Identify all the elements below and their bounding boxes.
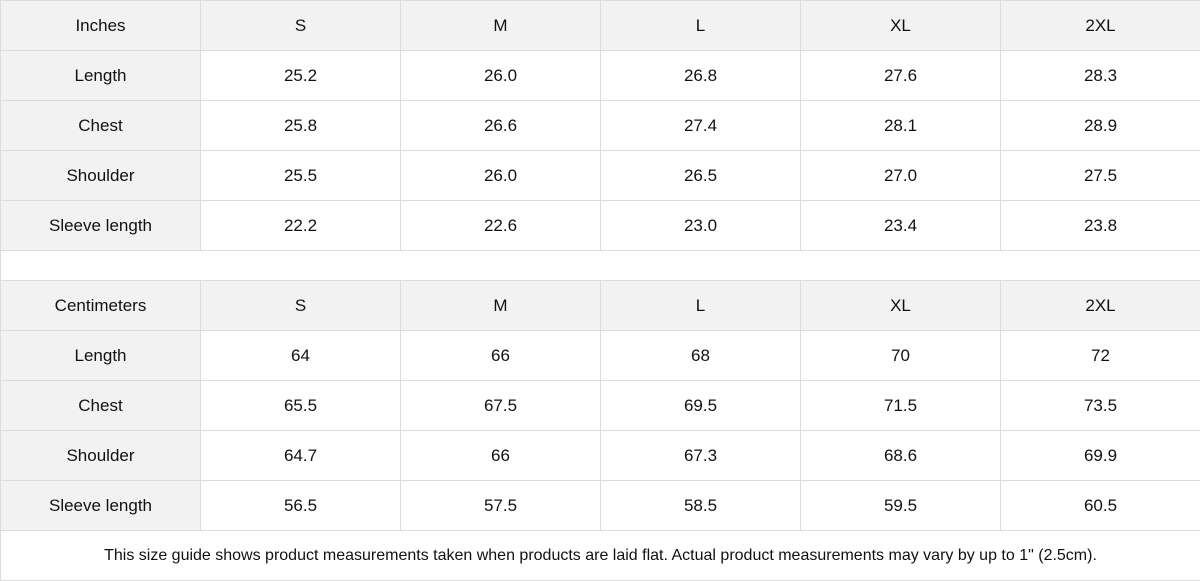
size-header: L [601, 1, 801, 51]
measurement-label: Length [1, 331, 201, 381]
measurement-value: 25.5 [201, 151, 401, 201]
size-header: S [201, 1, 401, 51]
measurement-value: 23.4 [801, 201, 1001, 251]
measurement-value: 72 [1001, 331, 1200, 381]
size-header: XL [801, 281, 1001, 331]
measurement-value: 66 [401, 431, 601, 481]
size-header: S [201, 281, 401, 331]
measurement-value: 28.3 [1001, 51, 1200, 101]
measurement-value: 70 [801, 331, 1001, 381]
measurement-label: Shoulder [1, 151, 201, 201]
measurement-value: 58.5 [601, 481, 801, 531]
note-row: This size guide shows product measuremen… [1, 531, 1200, 581]
measurement-value: 64.7 [201, 431, 401, 481]
size-header: M [401, 1, 601, 51]
measurement-value: 25.8 [201, 101, 401, 151]
measurement-value: 27.0 [801, 151, 1001, 201]
measurement-value: 27.4 [601, 101, 801, 151]
measurement-value: 73.5 [1001, 381, 1200, 431]
size-header: M [401, 281, 601, 331]
measurement-value: 56.5 [201, 481, 401, 531]
measurement-value: 69.5 [601, 381, 801, 431]
size-header: 2XL [1001, 281, 1200, 331]
measurement-label: Sleeve length [1, 201, 201, 251]
measurement-value: 25.2 [201, 51, 401, 101]
measurement-value: 64 [201, 331, 401, 381]
measurement-value: 66 [401, 331, 601, 381]
measurement-value: 59.5 [801, 481, 1001, 531]
table-spacer [1, 251, 1200, 281]
size-header: 2XL [1001, 1, 1200, 51]
measurement-label: Chest [1, 381, 201, 431]
measurement-value: 26.5 [601, 151, 801, 201]
measurement-value: 23.0 [601, 201, 801, 251]
measurement-value: 28.1 [801, 101, 1001, 151]
measurement-label: Chest [1, 101, 201, 151]
measurement-value: 27.6 [801, 51, 1001, 101]
size-header: L [601, 281, 801, 331]
unit-header: Inches [1, 1, 201, 51]
measurement-label: Length [1, 51, 201, 101]
measurement-value: 26.0 [401, 151, 601, 201]
measurement-label: Sleeve length [1, 481, 201, 531]
measurement-value: 26.6 [401, 101, 601, 151]
measurement-value: 68.6 [801, 431, 1001, 481]
measurement-value: 22.6 [401, 201, 601, 251]
measurement-value: 71.5 [801, 381, 1001, 431]
unit-header: Centimeters [1, 281, 201, 331]
measurement-value: 67.3 [601, 431, 801, 481]
measurement-value: 57.5 [401, 481, 601, 531]
measurement-value: 26.8 [601, 51, 801, 101]
measurement-value: 68 [601, 331, 801, 381]
measurement-value: 28.9 [1001, 101, 1200, 151]
measurement-value: 27.5 [1001, 151, 1200, 201]
size-header: XL [801, 1, 1001, 51]
size-guide-note: This size guide shows product measuremen… [1, 531, 1200, 581]
measurement-value: 60.5 [1001, 481, 1200, 531]
measurement-label: Shoulder [1, 431, 201, 481]
measurement-value: 67.5 [401, 381, 601, 431]
measurement-value: 26.0 [401, 51, 601, 101]
measurement-value: 22.2 [201, 201, 401, 251]
measurement-value: 69.9 [1001, 431, 1200, 481]
measurement-value: 65.5 [201, 381, 401, 431]
measurement-value: 23.8 [1001, 201, 1200, 251]
